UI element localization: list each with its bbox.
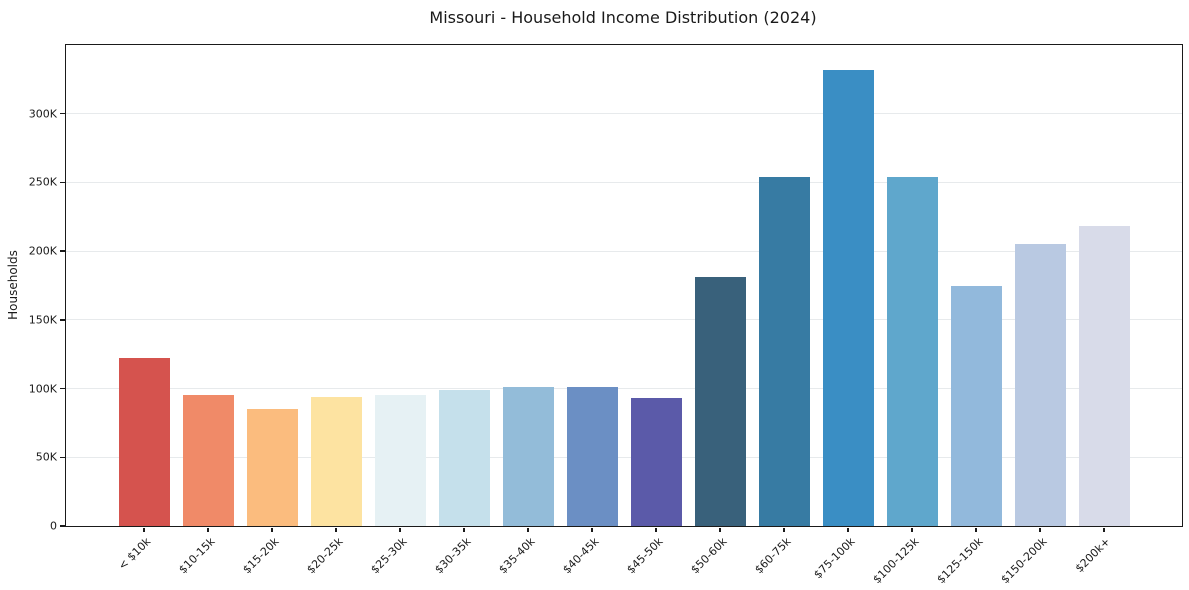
bar [566, 387, 618, 526]
y-tick-label: 200K [28, 244, 57, 258]
x-tick-label-text: < $10k [115, 535, 154, 573]
gridline [66, 113, 1182, 115]
x-tick-label-text: $20-25k [303, 535, 346, 577]
y-tick [60, 456, 65, 459]
x-tick-label-text: $40-45k [559, 535, 602, 577]
y-axis-title: Households [2, 44, 24, 525]
y-tick [60, 250, 65, 252]
y-tick-label: 300K [28, 107, 57, 121]
y-tick-label: 250K [28, 175, 57, 189]
bar [694, 277, 746, 526]
bar [886, 176, 938, 526]
x-tick [975, 527, 977, 532]
x-tick-label-text: $125-150k [934, 535, 986, 587]
chart-title: Missouri - Household Income Distribution… [429, 8, 817, 27]
x-tick-label-text: $150-200k [998, 535, 1050, 587]
x-tick-label-text: $200k+ [1073, 535, 1114, 576]
y-tick-label: 100K [28, 382, 57, 396]
x-tick-label-text: $100-125k [870, 535, 922, 587]
y-tick [60, 112, 65, 115]
x-tick [335, 527, 337, 532]
x-tick [399, 527, 401, 532]
bar [502, 387, 554, 526]
bar [630, 398, 682, 526]
gridline [66, 181, 1182, 183]
x-tick [655, 527, 657, 532]
bar [438, 389, 490, 526]
x-tick-label-text: $10-15k [175, 535, 218, 577]
x-tick-label-text: $45-50k [623, 535, 666, 577]
gridline [66, 388, 1182, 390]
x-tick [207, 527, 209, 532]
y-tick [60, 525, 65, 527]
x-tick-label-text: $75-100k [810, 535, 858, 582]
y-tick [60, 387, 65, 390]
y-tick [60, 319, 65, 321]
y-tick-label: 0 [50, 519, 57, 533]
gridline [66, 456, 1182, 458]
bar [822, 69, 874, 526]
x-tick [847, 527, 849, 532]
x-tick-label-text: $35-40k [495, 535, 538, 577]
plot-area: 0 50K 100K 150K 200K 250K 300K < $10k $10-15k $15… [29, 44, 1183, 586]
x-tick-label-text: $60-75k [751, 535, 794, 577]
bar [950, 285, 1002, 526]
x-tick-label-text: $30-35k [431, 535, 474, 577]
y-tick [60, 181, 65, 184]
x-tick-label-text: $25-30k [367, 535, 410, 577]
bar [246, 409, 298, 526]
x-tick [271, 527, 273, 532]
x-tick [1103, 527, 1105, 532]
y-tick-label: 50K [35, 450, 57, 464]
bar [1014, 244, 1066, 526]
x-tick [1039, 527, 1041, 532]
y-tick-label: 150K [28, 313, 57, 327]
bar [182, 395, 234, 526]
y-axis-title-text: Households [6, 249, 21, 320]
bar [310, 396, 362, 526]
bar [758, 176, 810, 526]
x-tick [527, 527, 529, 532]
x-tick-label-text: $15-20k [239, 535, 282, 577]
x-tick [463, 527, 465, 532]
gridline [66, 250, 1182, 252]
x-tick [719, 527, 721, 532]
bar [118, 358, 170, 526]
x-tick [591, 527, 593, 532]
x-tick [143, 527, 145, 532]
bar [374, 395, 426, 526]
x-tick [783, 527, 785, 532]
bar [1078, 226, 1130, 526]
x-tick-label-text: $50-60k [687, 535, 730, 577]
gridline [66, 319, 1182, 321]
x-tick [911, 527, 913, 532]
